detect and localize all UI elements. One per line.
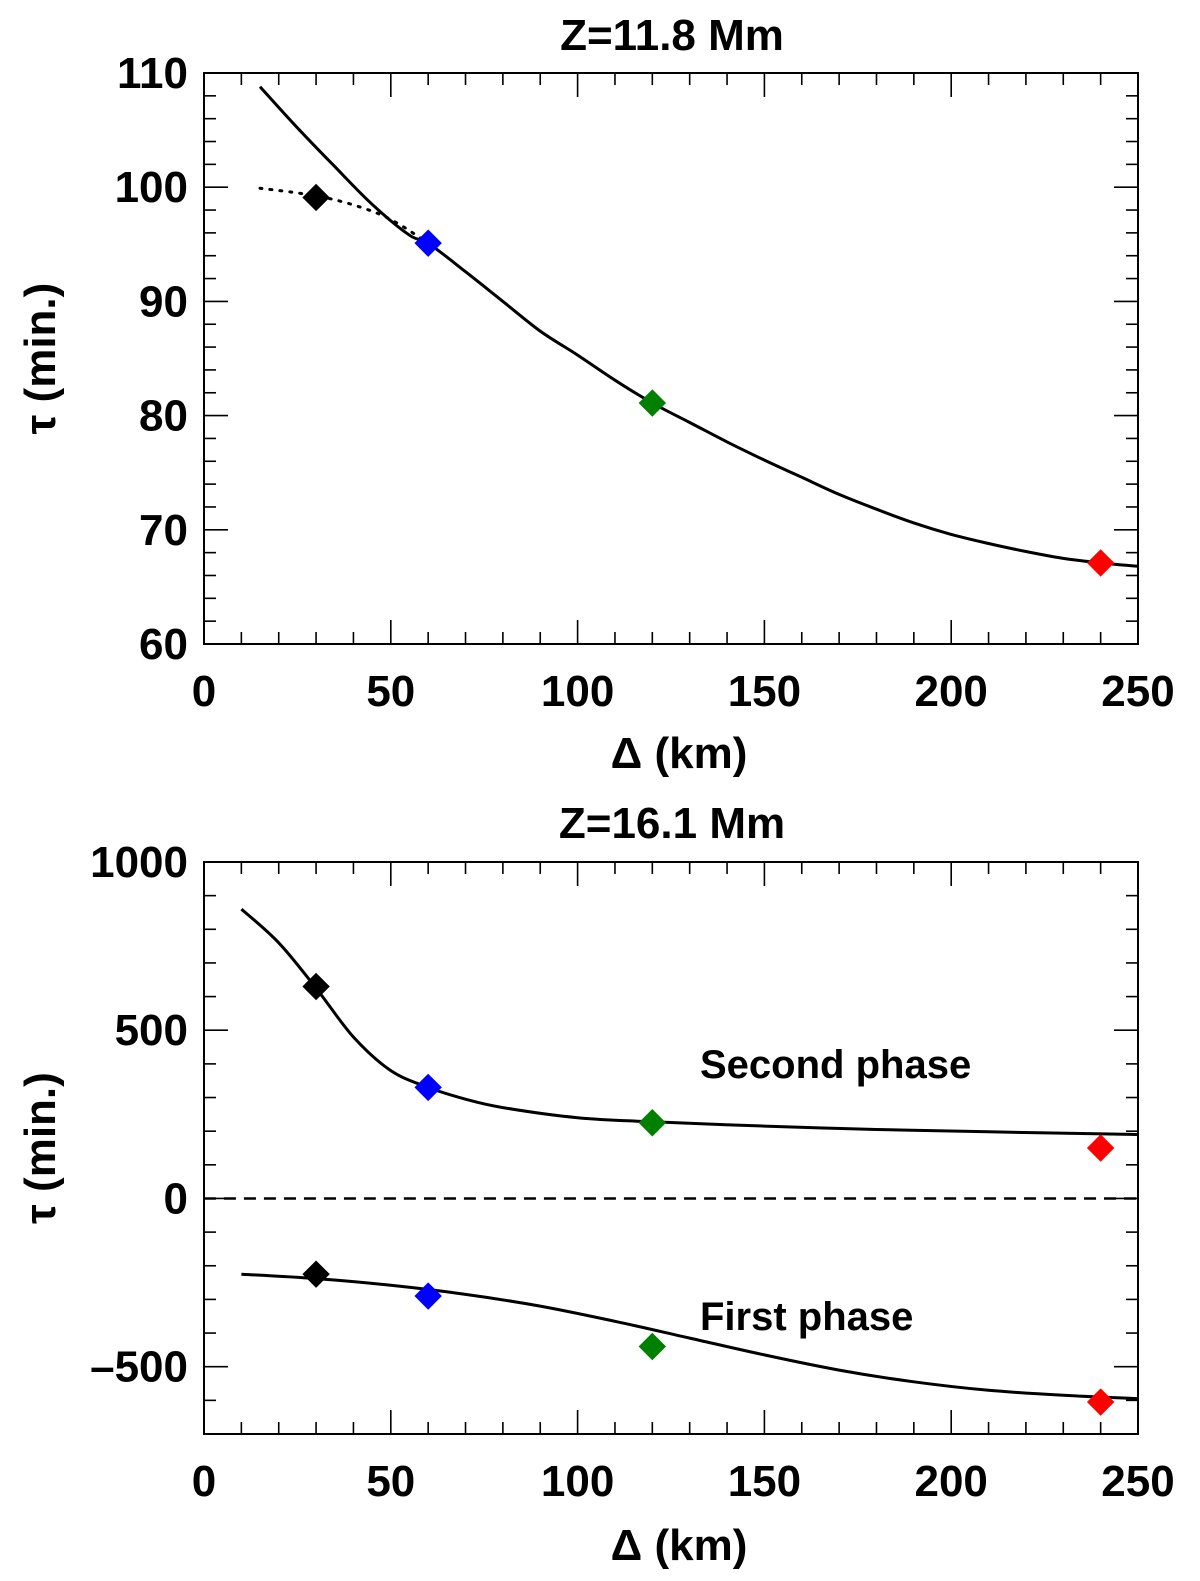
data-point-diamond: [414, 229, 442, 257]
series-line-fit: [258, 85, 1139, 568]
y-tick-label: 1000: [90, 838, 188, 887]
x-tick-label: 50: [366, 667, 415, 716]
x-tick-label: 200: [914, 667, 987, 716]
x-tick-label: 100: [541, 1457, 614, 1506]
y-tick-label: –500: [90, 1343, 188, 1392]
panel-bottom: 0 50 100 150 200 250 –500 0 500 1000 Z=16.1 Mm Δ (k…: [16, 799, 1175, 1570]
plot-frame: [203, 72, 1139, 645]
data-point-diamond: [1086, 549, 1115, 577]
x-tick-label: 50: [366, 1457, 415, 1506]
y-tick-label: 110: [117, 49, 188, 98]
data-point-diamond: [302, 1260, 330, 1288]
data-point-diamond: [1086, 1134, 1115, 1162]
y-tick-label: 80: [139, 392, 188, 441]
x-tick-label: 0: [192, 1457, 216, 1506]
x-tick-label: 0: [192, 667, 216, 716]
data-point-diamond: [638, 1109, 667, 1137]
data-point-diamond: [638, 1332, 667, 1361]
data-point-diamond: [638, 389, 667, 417]
chart-title: Z=16.1 Mm: [559, 799, 785, 848]
x-tick-label: 250: [1101, 667, 1174, 716]
x-tick-label: 150: [728, 1457, 801, 1506]
data-point-diamond: [302, 183, 330, 212]
plot-frame: [203, 861, 1139, 1435]
y-tick-label: 90: [139, 277, 188, 326]
data-point-diamond: [414, 1282, 442, 1310]
y-tick-label: 60: [139, 620, 188, 669]
x-axis-label: Δ (km): [611, 729, 748, 778]
data-point-diamond: [302, 972, 330, 1001]
series-line-first-phase: [241, 1272, 1139, 1401]
x-tick-label: 150: [728, 667, 801, 716]
y-tick-label: 70: [139, 506, 188, 555]
x-axis-label: Δ (km): [611, 1521, 748, 1570]
x-tick-label: 100: [541, 667, 614, 716]
annotation-first-phase: First phase: [700, 1295, 913, 1339]
x-tick-label: 250: [1101, 1457, 1174, 1506]
series-line-extrapolation: [258, 186, 430, 245]
annotation-second-phase: Second phase: [700, 1043, 971, 1087]
x-tick-label: 200: [914, 1457, 987, 1506]
y-tick-label: 500: [115, 1006, 188, 1055]
y-axis-label: τ (min.): [16, 1072, 65, 1224]
data-point-diamond: [1086, 1388, 1115, 1416]
y-tick-label: 100: [115, 163, 188, 212]
data-point-diamond: [414, 1073, 442, 1102]
chart-title: Z=11.8 Mm: [560, 11, 784, 60]
y-axis-label: τ (min.): [16, 283, 65, 435]
y-tick-label: 0: [164, 1174, 188, 1223]
series-line-second-phase: [240, 907, 1139, 1136]
panel-top: 0 50 100 150 200 250 60 70 80 90 100 110 Z=11.8 Mm Δ …: [16, 11, 1175, 778]
